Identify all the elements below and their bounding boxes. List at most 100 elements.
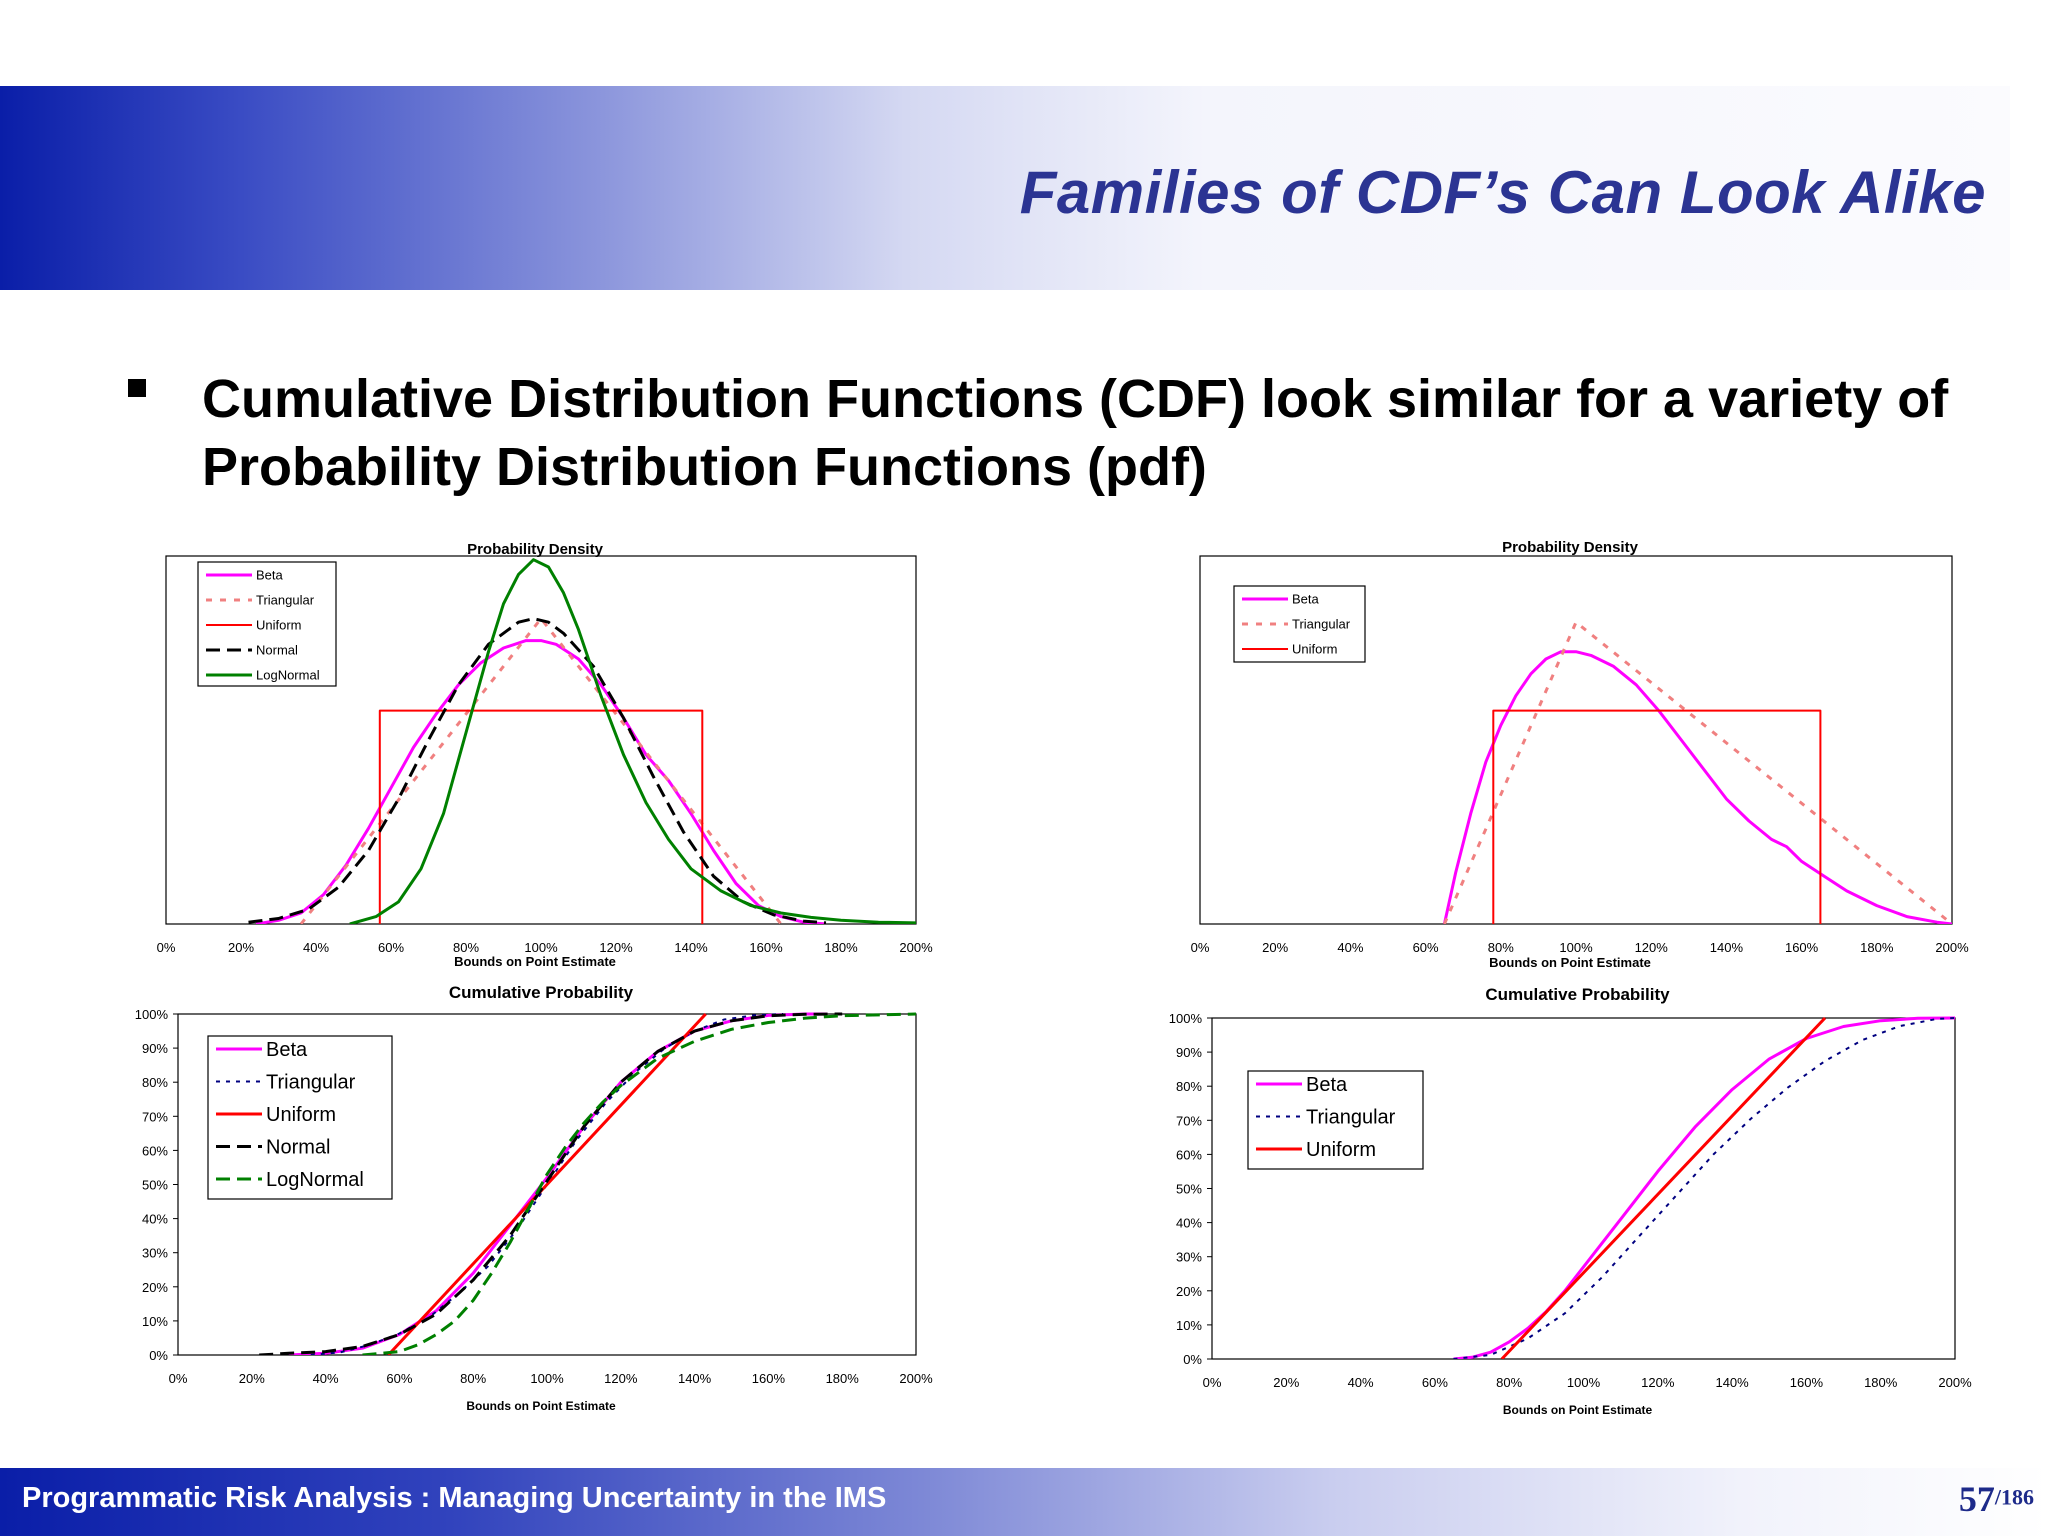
footer-text: Programmatic Risk Analysis : Managing Un… bbox=[22, 1482, 887, 1514]
series-line-uniform bbox=[387, 1012, 707, 1355]
y-tick-label: 70% bbox=[142, 1109, 168, 1124]
legend-label-lognormal: LogNormal bbox=[256, 668, 320, 683]
y-tick-label: 10% bbox=[1176, 1318, 1202, 1333]
x-tick-label: 100% bbox=[1559, 940, 1593, 955]
legend-label-triangular: Triangular bbox=[1292, 617, 1351, 632]
y-tick-label: 40% bbox=[142, 1212, 168, 1227]
legend: Beta Triangular Uniform bbox=[1247, 1070, 1424, 1170]
x-tick-label: 60% bbox=[378, 940, 404, 955]
x-tick-label: 60% bbox=[1413, 940, 1439, 955]
slide-title: Families of CDF’s Can Look Alike bbox=[1019, 159, 1986, 226]
page-total: /186 bbox=[1994, 1484, 2034, 1510]
footer-band: Programmatic Risk Analysis : Managing Un… bbox=[0, 1468, 2048, 1536]
series-line-normal bbox=[259, 1012, 843, 1355]
x-axis-label: Bounds on Point Estimate bbox=[1489, 955, 1651, 970]
legend-box bbox=[1247, 1070, 1424, 1170]
legend-label-beta: Beta bbox=[266, 1039, 308, 1061]
x-tick-label: 200% bbox=[899, 940, 933, 955]
x-tick-label: 160% bbox=[752, 1371, 786, 1386]
y-tick-label: 90% bbox=[1176, 1045, 1202, 1060]
x-tick-label: 160% bbox=[1790, 1375, 1824, 1390]
series-line-triangular bbox=[1453, 1017, 1955, 1359]
legend-label-beta: Beta bbox=[1292, 592, 1320, 607]
x-tick-label: 100% bbox=[524, 940, 558, 955]
x-tick-label: 20% bbox=[1262, 940, 1288, 955]
pdf-right-svg: Probability Density 0% 20% 40% 60% 80% 100% 120… bbox=[1191, 539, 1969, 970]
x-tick-label: 120% bbox=[1635, 940, 1669, 955]
x-tick-label: 200% bbox=[899, 1371, 933, 1386]
y-tick-label: 20% bbox=[1176, 1284, 1202, 1299]
series-line-uniform bbox=[378, 709, 704, 924]
x-tick-label: 120% bbox=[1641, 1375, 1675, 1390]
series-line-triangular bbox=[299, 617, 783, 924]
chart-title: Probability Density bbox=[1502, 539, 1639, 556]
legend: Beta Triangular Uniform Normal LogNormal bbox=[207, 1035, 393, 1200]
bullet-text: Cumulative Distribution Functions (CDF) … bbox=[202, 369, 1949, 497]
x-axis-label: Bounds on Point Estimate bbox=[1503, 1403, 1653, 1417]
y-tick-label: 0% bbox=[149, 1348, 168, 1363]
x-tick-label: 40% bbox=[1348, 1375, 1374, 1390]
y-tick-label: 60% bbox=[1176, 1147, 1202, 1162]
y-tick-label: 80% bbox=[142, 1075, 168, 1090]
legend-label-beta: Beta bbox=[1306, 1074, 1348, 1096]
series-line-lognormal bbox=[362, 1012, 916, 1355]
y-tick-label: 70% bbox=[1176, 1113, 1202, 1128]
series-line-normal bbox=[248, 617, 827, 924]
x-tick-label: 140% bbox=[1715, 1375, 1749, 1390]
x-tick-label: 140% bbox=[1710, 940, 1744, 955]
x-tick-label: 100% bbox=[1567, 1375, 1601, 1390]
x-tick-label: 40% bbox=[313, 1371, 339, 1386]
cdf-left-svg: Cumulative Probability 0% 20% 40% 60% 80% 100%… bbox=[135, 983, 933, 1413]
x-tick-label: 100% bbox=[530, 1371, 564, 1386]
chart-title: Cumulative Probability bbox=[449, 983, 634, 1002]
y-tick-label: 10% bbox=[142, 1314, 168, 1329]
y-tick-label: 0% bbox=[1183, 1352, 1202, 1367]
bullet-square-icon bbox=[128, 379, 146, 397]
x-tick-label: 60% bbox=[1422, 1375, 1448, 1390]
cdf-chart-left: Cumulative Probability 0% 20% 40% 60% 80% 100%… bbox=[120, 976, 950, 1426]
y-tick-label: 60% bbox=[142, 1143, 168, 1158]
series-line-uniform bbox=[1492, 709, 1822, 924]
y-tick-label: 90% bbox=[142, 1041, 168, 1056]
pdf-left-svg: Probability Density 0% 20% 40% 60% 80% 100% 120… bbox=[157, 541, 933, 969]
x-tick-label: 200% bbox=[1935, 940, 1969, 955]
x-tick-label: 180% bbox=[1860, 940, 1894, 955]
legend-label-uniform: Uniform bbox=[266, 1104, 336, 1126]
x-tick-label: 120% bbox=[599, 940, 633, 955]
y-tick-label: 20% bbox=[142, 1280, 168, 1295]
y-tick-label: 100% bbox=[1169, 1011, 1203, 1026]
legend-box bbox=[207, 1035, 393, 1200]
x-tick-label: 200% bbox=[1938, 1375, 1972, 1390]
x-tick-label: 0% bbox=[157, 940, 176, 955]
x-tick-label: 0% bbox=[1191, 940, 1210, 955]
series-line-beta bbox=[1453, 1016, 1955, 1359]
y-tick-label: 50% bbox=[1176, 1182, 1202, 1197]
x-tick-label: 180% bbox=[1864, 1375, 1898, 1390]
legend-label-normal: Normal bbox=[266, 1137, 330, 1159]
x-tick-label: 20% bbox=[239, 1371, 265, 1386]
legend: Beta Triangular Uniform bbox=[1233, 585, 1366, 663]
x-tick-label: 80% bbox=[460, 1371, 486, 1386]
x-tick-label: 120% bbox=[604, 1371, 638, 1386]
chart-title: Cumulative Probability bbox=[1485, 985, 1670, 1004]
y-tick-label: 100% bbox=[135, 1007, 169, 1022]
x-tick-label: 20% bbox=[1273, 1375, 1299, 1390]
y-tick-label: 50% bbox=[142, 1178, 168, 1193]
legend-label-uniform: Uniform bbox=[1292, 642, 1338, 657]
x-tick-label: 80% bbox=[453, 940, 479, 955]
x-tick-label: 80% bbox=[1496, 1375, 1522, 1390]
y-tick-label: 30% bbox=[142, 1246, 168, 1261]
x-tick-label: 140% bbox=[674, 940, 708, 955]
series-line-lognormal bbox=[349, 558, 916, 924]
legend-label-uniform: Uniform bbox=[256, 618, 302, 633]
x-tick-label: 160% bbox=[1785, 940, 1819, 955]
x-tick-label: 0% bbox=[169, 1371, 188, 1386]
x-tick-label: 40% bbox=[303, 940, 329, 955]
x-tick-label: 160% bbox=[749, 940, 783, 955]
x-tick-label: 180% bbox=[824, 940, 858, 955]
plot-area bbox=[1211, 1017, 1956, 1360]
x-tick-label: 140% bbox=[678, 1371, 712, 1386]
y-tick-label: 80% bbox=[1176, 1079, 1202, 1094]
x-axis-label: Bounds on Point Estimate bbox=[466, 1399, 616, 1413]
title-band: Families of CDF’s Can Look Alike bbox=[0, 86, 2010, 290]
